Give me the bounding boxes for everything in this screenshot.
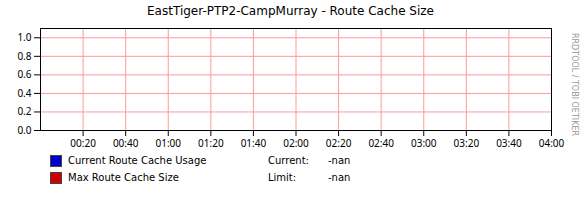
html-text:Max Route Cache Size: Max Route Cache Size [68, 172, 179, 183]
svg-text:02:00: 02:00 [283, 136, 309, 150]
svg-text:0.6: 0.6 [17, 67, 31, 81]
svg-text:0.2: 0.2 [17, 104, 31, 118]
svg-text:04:00: 04:00 [539, 136, 565, 150]
html-text:Current Route Cache Usage: Current Route Cache Usage [68, 155, 207, 166]
html-text:Current:: Current: [268, 155, 309, 166]
svg-text:02:20: 02:20 [326, 136, 352, 150]
svg-text:0.8: 0.8 [17, 49, 31, 63]
svg-text:0.0: 0.0 [17, 123, 31, 137]
svg-text:01:40: 01:40 [241, 136, 267, 150]
svg-text:1.0: 1.0 [17, 30, 31, 44]
svg-text:00:20: 00:20 [70, 136, 96, 150]
svg-text:01:00: 01:00 [155, 136, 181, 150]
html-text:EastTiger-PTP2-CampMurray - Ro: EastTiger-PTP2-CampMurray - Route Cache … [147, 4, 434, 18]
svg-text:00:40: 00:40 [113, 136, 139, 150]
html-text:RRDTOOL / TOBI OETIKER: RRDTOOL / TOBI OETIKER [569, 33, 579, 136]
svg-text:03:20: 03:20 [454, 136, 480, 150]
svg-text:03:00: 03:00 [411, 136, 437, 150]
html-text:Limit:: Limit: [268, 172, 297, 183]
html-text:-nan: -nan [328, 172, 351, 183]
svg-text:0.4: 0.4 [17, 86, 31, 100]
svg-text:03:40: 03:40 [496, 136, 522, 150]
svg-text:02:40: 02:40 [368, 136, 394, 150]
svg-text:01:20: 01:20 [198, 136, 224, 150]
html-text:-nan: -nan [328, 155, 351, 166]
